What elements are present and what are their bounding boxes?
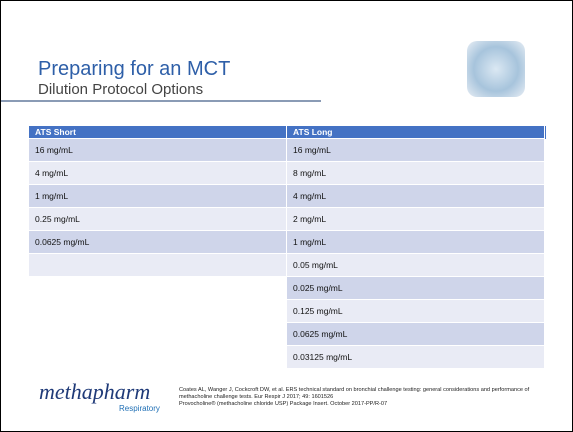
table-cell: 16 mg/mL: [287, 139, 545, 162]
table-row: 0.03125 mg/mL: [29, 346, 546, 369]
table: ATS Short ATS Long 16 mg/mL 16 mg/mL 4 mg/mL…: [29, 126, 546, 369]
table-cell: 0.05 mg/mL: [287, 254, 545, 277]
lung-image: [467, 41, 525, 97]
table-cell: [29, 254, 287, 277]
logo: methapharm: [39, 379, 151, 404]
table-cell: 8 mg/mL: [287, 162, 545, 185]
table-cell: 0.125 mg/mL: [287, 300, 545, 323]
header-cell: ATS Short: [29, 126, 287, 139]
table-cell: 0.03125 mg/mL: [287, 346, 545, 369]
table-row: 0.025 mg/mL: [29, 277, 546, 300]
table-cell: [29, 323, 287, 346]
table-row: 0.05 mg/mL: [29, 254, 546, 277]
table-row: 4 mg/mL 8 mg/mL: [29, 162, 546, 185]
header-cell: ATS Long: [287, 126, 545, 139]
table-cell: 4 mg/mL: [29, 162, 287, 185]
reference: Provocholine® (methacholine chloride USP…: [179, 401, 388, 407]
table-row: 16 mg/mL 16 mg/mL: [29, 139, 546, 162]
table-cell: [29, 346, 287, 369]
header-row: ATS Short ATS Long: [29, 126, 546, 139]
table-cell: 16 mg/mL: [29, 139, 287, 162]
subtitle: Dilution Protocol Options: [38, 81, 204, 98]
table-cell: [29, 277, 287, 300]
table-cell: 1 mg/mL: [29, 185, 287, 208]
reference: Coates AL, Wanger J, Cockcroft DW, et al…: [179, 387, 530, 400]
title: Preparing for an MCT: [38, 58, 231, 80]
table-cell: 0.25 mg/mL: [29, 208, 287, 231]
table-row: 1 mg/mL 4 mg/mL: [29, 185, 546, 208]
table-cell: 0.025 mg/mL: [287, 277, 545, 300]
table-cell: 0.0625 mg/mL: [287, 323, 545, 346]
table-row: 0.0625 mg/mL: [29, 323, 546, 346]
table-row: 0.25 mg/mL 2 mg/mL: [29, 208, 546, 231]
table-cell: 4 mg/mL: [287, 185, 545, 208]
table-cell: 1 mg/mL: [287, 231, 545, 254]
table-cell: [29, 300, 287, 323]
references: Coates AL, Wanger J, Cockcroft DW, et al…: [179, 387, 549, 408]
table-row: 0.125 mg/mL: [29, 300, 546, 323]
table-cell: 0.0625 mg/mL: [29, 231, 287, 254]
table-cell: 2 mg/mL: [287, 208, 545, 231]
logo-subtitle: Respiratory: [119, 404, 160, 413]
divider: [1, 100, 321, 102]
table-row: 0.0625 mg/mL 1 mg/mL: [29, 231, 546, 254]
